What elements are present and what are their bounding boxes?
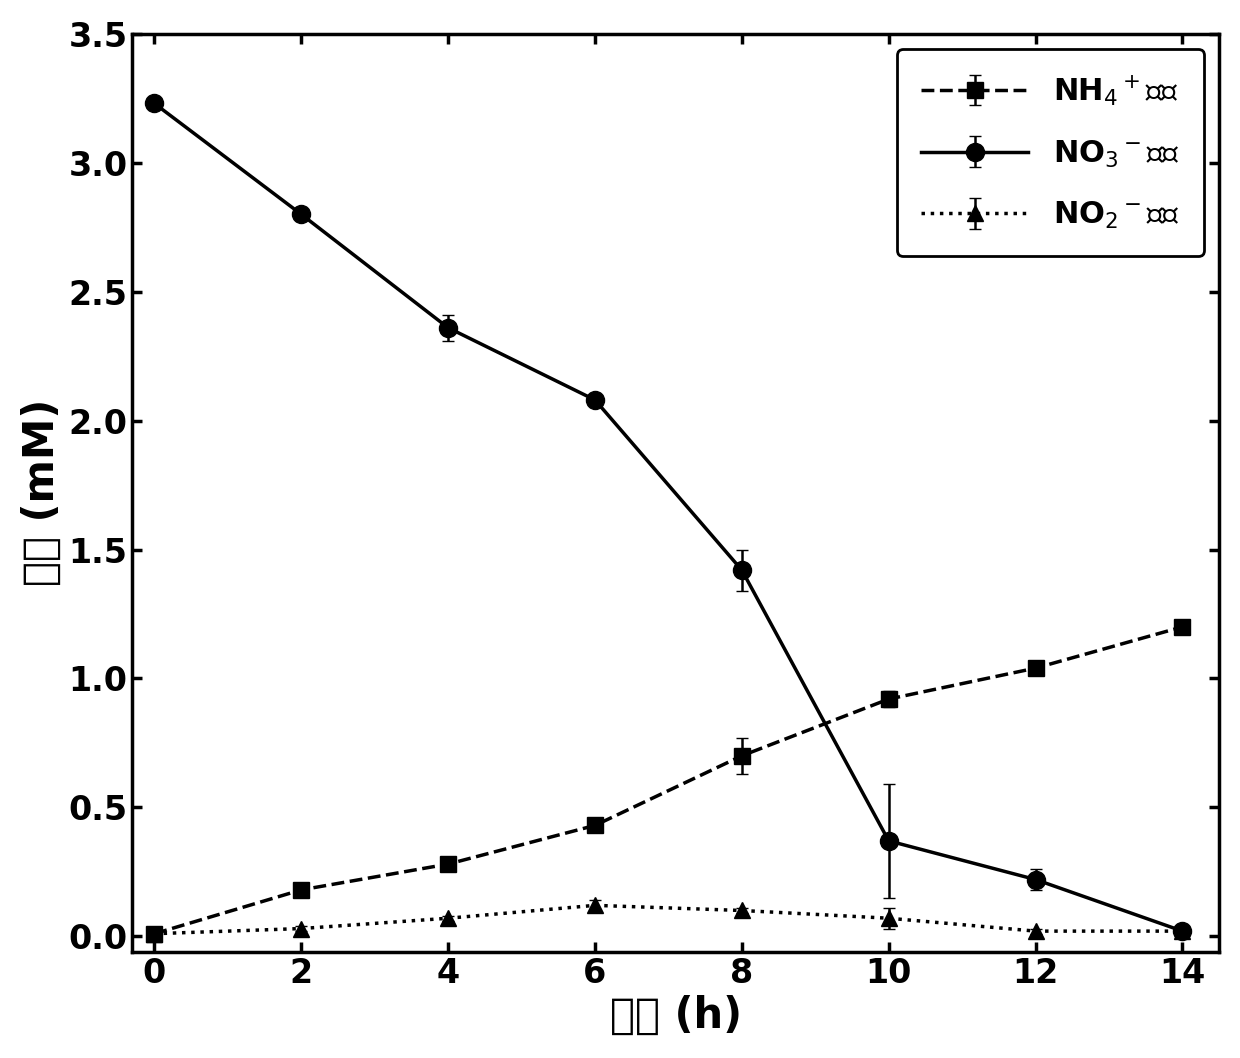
- Y-axis label: 浓度 (mM): 浓度 (mM): [21, 399, 63, 586]
- Legend: NH$_4$$^+$产生, NO$_3$$^-$还原, NO$_2$$^-$产生: NH$_4$$^+$产生, NO$_3$$^-$还原, NO$_2$$^-$产生: [897, 49, 1204, 256]
- X-axis label: 时间 (h): 时间 (h): [610, 996, 742, 1037]
